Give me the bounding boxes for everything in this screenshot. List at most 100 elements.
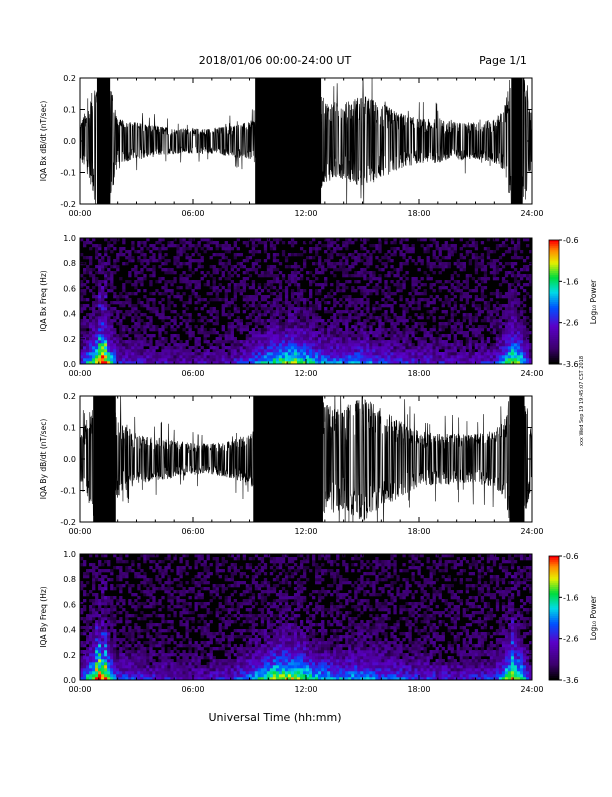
spectrogram-cell [372,244,375,247]
spectrogram-cell [161,668,164,671]
spectrogram-cell [291,346,294,349]
spectrogram-cell [252,319,255,322]
spectrogram-cell [95,623,98,626]
spectrogram-cell [128,259,131,262]
spectrogram-cell [155,328,158,331]
spectrogram-cell [258,352,261,355]
spectrogram-cell [333,265,336,268]
spectrogram-cell [95,325,98,328]
spectrogram-cell [252,241,255,244]
spectrogram-cell [101,647,104,650]
spectrogram-cell [279,295,282,298]
spectrogram-cell [517,301,520,304]
spectrogram-cell [448,343,451,346]
spectrogram-cell [433,265,436,268]
spectrogram-cell [164,668,167,671]
spectrogram-cell [372,286,375,289]
spectrogram-cell [122,632,125,635]
spectrogram-cell [243,280,246,283]
spectrogram-cell [303,301,306,304]
spectrogram-cell [185,319,188,322]
spectrogram-cell [92,331,95,334]
spectrogram-cell [122,283,125,286]
spectrogram-cell [228,355,231,358]
spectrogram-cell [255,343,258,346]
spectrogram-cell [92,301,95,304]
spectrogram-cell [134,322,137,325]
spectrogram-cell [300,268,303,271]
spectrogram-cell [155,644,158,647]
spectrogram-cell [146,259,149,262]
spectrogram-cell [270,337,273,340]
spectrogram-cell [442,256,445,259]
spectrogram-cell [469,289,472,292]
spectrogram-cell [158,608,161,611]
spectrogram-cell [306,310,309,313]
spectrogram-cell [297,265,300,268]
spectrogram-cell [411,286,414,289]
spectrogram-cell [92,566,95,569]
spectrogram-cell [306,277,309,280]
spectrogram-cell [381,289,384,292]
spectrogram-cell [345,337,348,340]
spectrogram-cell [188,280,191,283]
spectrogram-cell [143,343,146,346]
spectrogram-cell [454,262,457,265]
spectrogram-cell [297,355,300,358]
spectrogram-cell [384,331,387,334]
spectrogram-cell [83,668,86,671]
spectrogram-cell [89,337,92,340]
spectrogram-cell [366,352,369,355]
spectrogram-cell [345,304,348,307]
spectrogram-cell [478,304,481,307]
spectrogram-cell [276,331,279,334]
spectrogram-cell [285,334,288,337]
spectrogram-cell [237,307,240,310]
spectrogram-cell [508,349,511,352]
spectrogram-cell [306,298,309,301]
spectrogram-cell [95,575,98,578]
spectrogram-cell [216,343,219,346]
spectrogram-cell [98,289,101,292]
spectrogram-cell [98,671,101,674]
spectrogram-cell [303,343,306,346]
spectrogram-cell [89,346,92,349]
spectrogram-cell [234,271,237,274]
spectrogram-cell [161,659,164,662]
spectrogram-cell [152,668,155,671]
spectrogram-cell [110,626,113,629]
spectrogram-cell [107,331,110,334]
spectrogram-cell [252,358,255,361]
spectrogram-cell [89,665,92,668]
spectrogram-cell [128,614,131,617]
spectrogram-cell [128,328,131,331]
spectrogram-cell [204,322,207,325]
spectrogram-cell [369,355,372,358]
spectrogram-cell [101,268,104,271]
spectrogram-cell [213,349,216,352]
spectrogram-cell [291,298,294,301]
spectrogram-cell [387,259,390,262]
spectrogram-cell [152,659,155,662]
spectrogram-cell [234,307,237,310]
spectrogram-cell [152,641,155,644]
spectrogram-cell [155,358,158,361]
spectrogram-cell [363,292,366,295]
spectrogram-cell [342,331,345,334]
spectrogram-cell [478,334,481,337]
spectrogram-cell [110,277,113,280]
spectrogram-cell [128,584,131,587]
spectrogram-cell [399,316,402,319]
spectrogram-cell [402,286,405,289]
spectrogram-cell [357,331,360,334]
spectrogram-cell [321,271,324,274]
spectrogram-cell [195,340,198,343]
spectrogram-cell [198,358,201,361]
spectrogram-cell [152,259,155,262]
spectrogram-cell [258,259,261,262]
spectrogram-cell [246,322,249,325]
spectrogram-cell [421,298,424,301]
spectrogram-cell [273,274,276,277]
spectrogram-cell [457,310,460,313]
spectrogram-cell [176,265,179,268]
